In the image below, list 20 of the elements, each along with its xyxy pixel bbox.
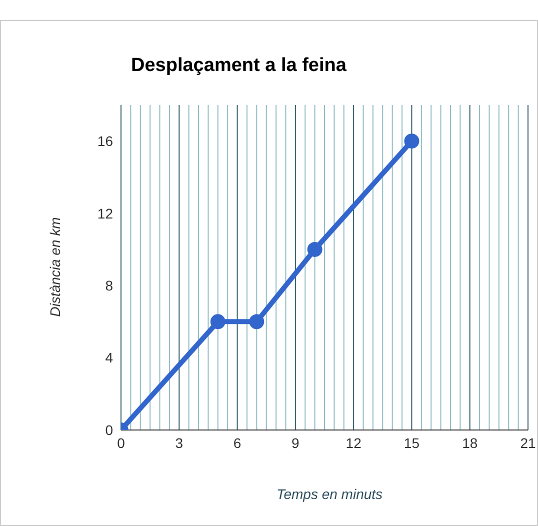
chart-title: Desplaçament a la feina <box>131 55 346 77</box>
x-tick-label: 3 <box>175 434 184 451</box>
x-tick-label: 18 <box>462 434 478 451</box>
y-tick-label: 0 <box>105 422 114 438</box>
point <box>307 242 322 257</box>
x-axis-title: Temps en minuts <box>275 486 384 502</box>
x-tick-label: 9 <box>292 434 300 451</box>
y-tick-label: 12 <box>97 205 114 222</box>
y-tick-label: 8 <box>105 278 114 294</box>
x-tick-label: 15 <box>404 434 420 451</box>
y-tick-label: 16 <box>97 133 114 150</box>
x-tick-label: 6 <box>233 434 242 451</box>
x-tick-label: 0 <box>117 434 126 451</box>
point <box>210 314 226 330</box>
x-tick-label: 21 <box>520 434 536 451</box>
x-tick-label: 12 <box>346 434 362 451</box>
y-tick-label: 4 <box>105 350 114 366</box>
y-axis-title: Distància en km <box>47 217 63 317</box>
point <box>249 314 264 330</box>
point <box>404 134 420 149</box>
